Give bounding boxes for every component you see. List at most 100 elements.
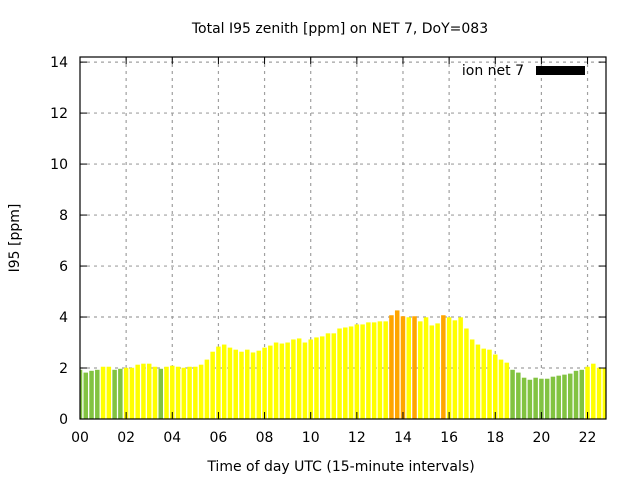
bar bbox=[452, 320, 458, 419]
bar bbox=[556, 375, 561, 419]
y-tick-label: 10 bbox=[50, 157, 68, 173]
bar bbox=[308, 339, 313, 419]
bar bbox=[510, 369, 515, 419]
bar bbox=[527, 379, 533, 419]
bar bbox=[175, 366, 181, 419]
bar bbox=[394, 310, 400, 419]
bar bbox=[221, 344, 227, 419]
x-tick-label: 06 bbox=[210, 430, 228, 446]
bar bbox=[521, 377, 527, 419]
x-tick-label: 16 bbox=[440, 430, 458, 446]
bar bbox=[319, 336, 325, 419]
plot-frame bbox=[79, 56, 607, 420]
bar bbox=[550, 376, 556, 419]
bar bbox=[250, 352, 256, 419]
bar bbox=[325, 333, 331, 419]
bar bbox=[245, 349, 250, 419]
bar bbox=[89, 370, 94, 419]
x-tick-label: 22 bbox=[579, 430, 597, 446]
bar bbox=[331, 333, 337, 419]
bar bbox=[204, 359, 210, 419]
bar bbox=[377, 321, 383, 419]
bar bbox=[216, 346, 221, 419]
bar bbox=[418, 321, 423, 419]
bar bbox=[348, 326, 354, 419]
bar bbox=[602, 367, 606, 419]
x-tick-label: 14 bbox=[394, 430, 412, 446]
bar bbox=[256, 350, 262, 419]
bar bbox=[239, 351, 244, 419]
bar bbox=[146, 363, 152, 419]
bar bbox=[170, 365, 175, 419]
bar bbox=[591, 363, 596, 419]
bar bbox=[464, 328, 469, 419]
bar bbox=[285, 342, 290, 419]
bar bbox=[314, 337, 319, 419]
bar bbox=[493, 354, 498, 419]
bar bbox=[343, 327, 348, 419]
bar bbox=[112, 369, 117, 419]
y-tick-label: 2 bbox=[59, 361, 68, 377]
bar bbox=[475, 344, 481, 419]
bar bbox=[458, 317, 463, 419]
bar bbox=[596, 367, 602, 419]
bar bbox=[383, 321, 388, 419]
bar bbox=[539, 378, 544, 419]
bar bbox=[181, 367, 187, 419]
bar bbox=[579, 369, 585, 419]
bar bbox=[106, 366, 112, 419]
bar bbox=[233, 349, 238, 419]
bar bbox=[193, 366, 198, 419]
bar bbox=[423, 317, 429, 419]
bar bbox=[279, 343, 285, 419]
bar bbox=[573, 370, 579, 419]
y-tick-label: 0 bbox=[59, 412, 68, 428]
x-tick-label: 12 bbox=[348, 430, 366, 446]
bar bbox=[429, 325, 435, 419]
x-tick-label: 20 bbox=[532, 430, 550, 446]
bar bbox=[210, 351, 215, 419]
x-axis-label: Time of day UTC (15-minute intervals) bbox=[206, 459, 474, 475]
bar bbox=[337, 328, 342, 419]
bar bbox=[100, 366, 106, 419]
bar bbox=[227, 347, 233, 419]
bar bbox=[152, 366, 158, 419]
bar bbox=[406, 317, 411, 419]
bar bbox=[400, 316, 406, 419]
bar bbox=[504, 362, 510, 419]
bar bbox=[302, 342, 308, 419]
y-tick-label: 14 bbox=[50, 55, 68, 71]
y-axis-label: I95 [ppm] bbox=[7, 204, 23, 273]
x-tick-label: 08 bbox=[256, 430, 274, 446]
y-tick-label: 8 bbox=[59, 208, 68, 224]
bar bbox=[80, 369, 83, 419]
bar bbox=[262, 347, 267, 419]
y-tick-label: 12 bbox=[50, 106, 68, 122]
bar bbox=[533, 377, 538, 419]
bar bbox=[291, 339, 296, 419]
bar bbox=[498, 359, 504, 419]
bar bbox=[544, 378, 550, 419]
grid bbox=[80, 57, 606, 419]
y-tick-label: 6 bbox=[59, 259, 68, 275]
chart-title: Total I95 zenith [ppm] on NET 7, DoY=083 bbox=[191, 21, 488, 37]
bar bbox=[268, 345, 273, 419]
bar bbox=[198, 364, 204, 419]
bar bbox=[135, 364, 140, 419]
bar bbox=[158, 368, 163, 419]
x-tick-label: 18 bbox=[486, 430, 504, 446]
bar bbox=[187, 366, 192, 419]
x-tick-label: 04 bbox=[163, 430, 181, 446]
legend-swatch bbox=[536, 66, 585, 75]
bar bbox=[487, 349, 492, 419]
bar bbox=[441, 315, 446, 419]
bar bbox=[562, 374, 567, 419]
bar bbox=[129, 367, 135, 419]
x-tick-label: 10 bbox=[302, 430, 320, 446]
x-tick-label: 00 bbox=[71, 430, 89, 446]
bar bbox=[412, 316, 417, 419]
bar bbox=[296, 338, 302, 419]
legend-label: ion net 7 bbox=[462, 63, 524, 79]
bar bbox=[446, 317, 452, 419]
